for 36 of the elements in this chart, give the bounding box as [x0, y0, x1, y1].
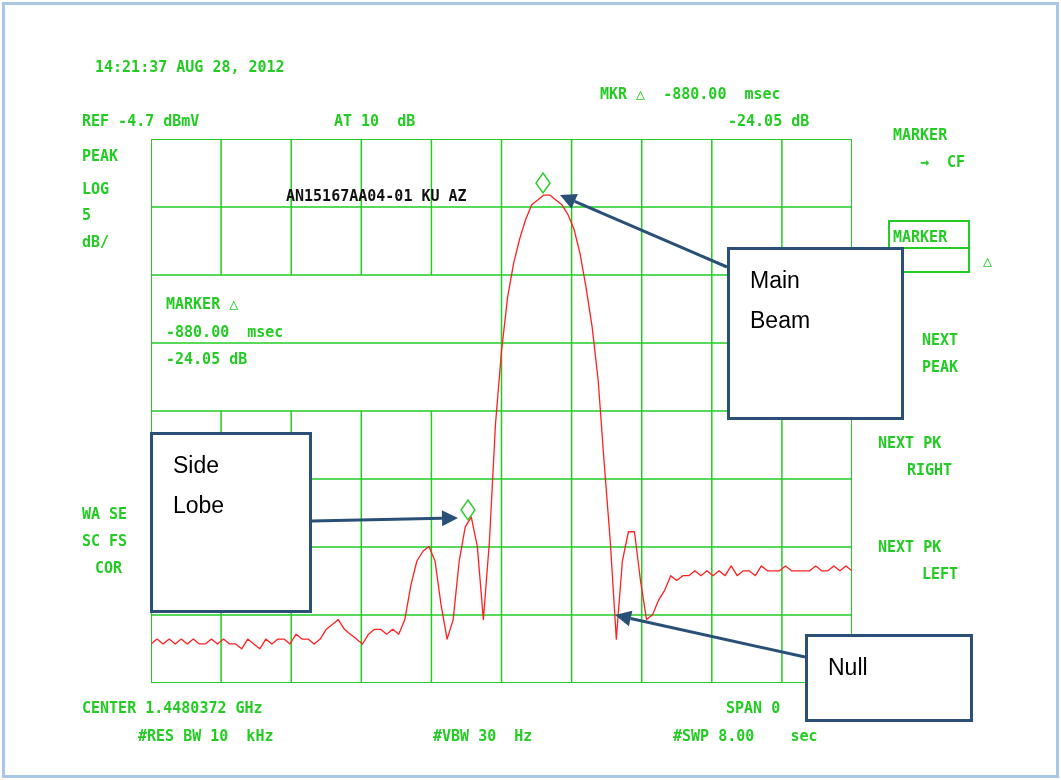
- text: 14:21:37 AUG 28, 2012: [95, 58, 285, 76]
- annotation: MARKER △: [166, 295, 239, 313]
- text: → CF: [920, 153, 966, 171]
- text: NEXT PK: [878, 538, 942, 556]
- callout-box: Main Beam: [727, 247, 904, 420]
- text: LOG: [82, 180, 110, 198]
- text: WA SE: [82, 505, 128, 523]
- text: MARKER: [893, 126, 948, 144]
- text: 5: [82, 206, 92, 224]
- text: CENTER 1.4480372 GHz: [82, 699, 263, 717]
- text: #VBW 30 Hz: [433, 727, 533, 745]
- text: COR: [95, 559, 123, 577]
- callout-box: Side Lobe: [150, 432, 312, 613]
- text: SC FS: [82, 532, 128, 550]
- text: PEAK: [82, 147, 119, 165]
- text: #RES BW 10 kHz: [138, 727, 274, 745]
- text: dB/: [82, 233, 110, 251]
- text: REF -4.7 dBmV: [82, 112, 200, 130]
- text: MKR △ -880.00 msec: [600, 85, 781, 103]
- text: △: [983, 252, 993, 270]
- callout-box: Null: [805, 634, 973, 722]
- annotation: -880.00 msec: [166, 323, 284, 341]
- text: -24.05 dB: [728, 112, 810, 130]
- annotation: -24.05 dB: [166, 350, 248, 368]
- text: LEFT: [922, 565, 959, 583]
- text: NEXT: [922, 331, 959, 349]
- annotation: Main Beam: [750, 266, 812, 335]
- annotation: Null: [828, 653, 869, 682]
- text: #SWP 8.00 sec: [673, 727, 818, 745]
- text: RIGHT: [907, 461, 953, 479]
- text: SPAN 0: [726, 699, 781, 717]
- text: MARKER: [893, 228, 948, 246]
- text: NEXT PK: [878, 434, 942, 452]
- annotation: Side Lobe: [173, 451, 226, 520]
- text: PEAK: [922, 358, 959, 376]
- text: AT 10 dB: [334, 112, 416, 130]
